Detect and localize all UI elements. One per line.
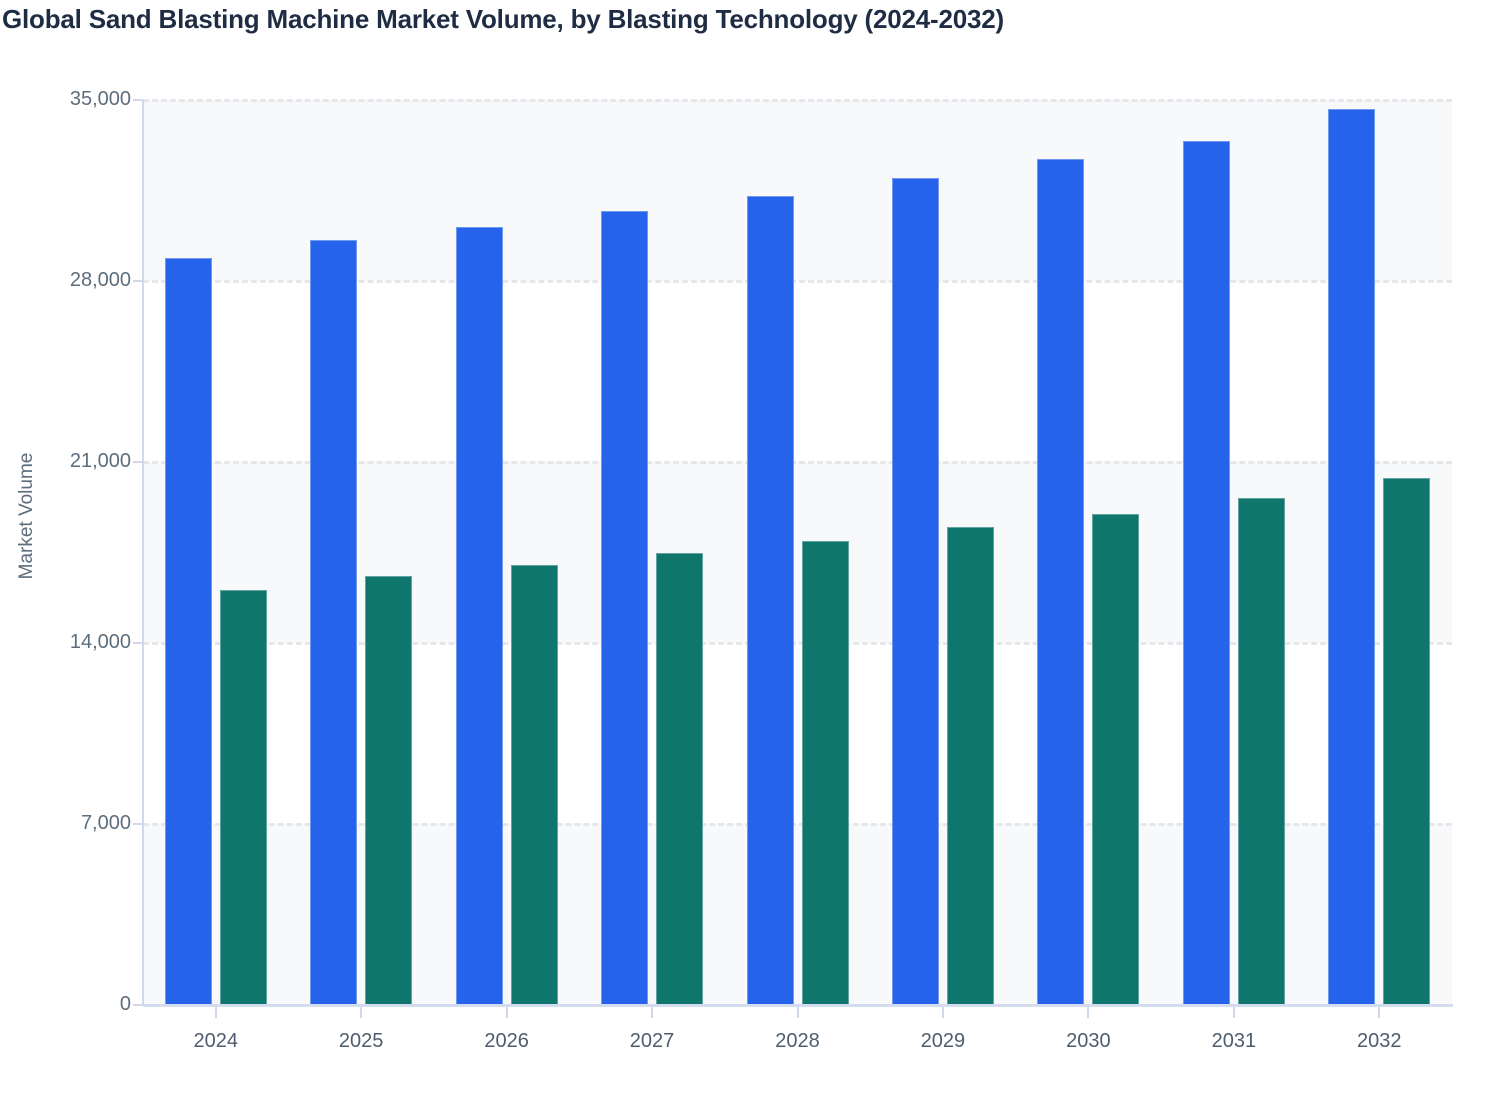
gridline-28000 [143, 280, 1452, 283]
y-axis-tick [133, 280, 143, 282]
x-axis-tick [1232, 1007, 1235, 1018]
x-axis-tick [214, 1007, 217, 1018]
x-axis-tick [796, 1007, 799, 1018]
y-axis-tick-label: 0 [119, 993, 131, 1015]
x-axis-tick [1378, 1007, 1381, 1018]
x-axis-tick [360, 1007, 363, 1018]
gridline-14000 [143, 642, 1452, 645]
y-axis-tick [133, 99, 143, 101]
plot-band [143, 643, 1452, 824]
x-axis-tick-label: 2031 [1211, 1030, 1257, 1052]
y-axis-tick [133, 642, 143, 644]
bar-blue-series-2024 [164, 257, 212, 1005]
x-axis-tick [941, 1007, 944, 1018]
x-axis-tick [651, 1007, 654, 1018]
y-axis-tick-label: 35,000 [69, 88, 131, 110]
bar-blue-series-2029 [891, 177, 939, 1005]
bar-blue-series-2026 [455, 226, 503, 1005]
bar-blue-series-2028 [746, 195, 794, 1005]
bar-blue-series-2027 [601, 211, 649, 1005]
plot-band [143, 281, 1452, 462]
x-axis-tick [1087, 1007, 1090, 1018]
x-axis-line [143, 1004, 1453, 1007]
x-axis-tick-label: 2028 [775, 1030, 820, 1052]
gridline-35000 [143, 99, 1452, 102]
y-axis-tick-label: 14,000 [69, 631, 131, 653]
chart-title: Global Sand Blasting Machine Market Volu… [2, 4, 1005, 34]
bar-blue-series-2030 [1037, 159, 1085, 1005]
gridline-7000 [143, 823, 1452, 826]
x-axis-tick-label: 2027 [629, 1030, 675, 1052]
x-axis-tick-label: 2024 [193, 1030, 238, 1052]
y-axis-tick [133, 461, 143, 463]
x-axis-tick-label: 2025 [338, 1030, 384, 1052]
y-axis-tick-label: 21,000 [69, 450, 131, 472]
y-axis-tick-label: 7,000 [80, 812, 131, 834]
bar-teal-series-2030 [1092, 513, 1140, 1005]
x-axis-tick-label: 2030 [1066, 1030, 1111, 1052]
bar-teal-series-2026 [510, 565, 558, 1005]
bar-teal-series-2027 [656, 552, 704, 1005]
bar-blue-series-2032 [1328, 109, 1376, 1005]
plot-area [143, 99, 1452, 1005]
gridline-21000 [143, 461, 1452, 464]
plot-band [143, 824, 1452, 1005]
bar-blue-series-2025 [310, 239, 358, 1005]
bar-teal-series-2031 [1237, 498, 1285, 1005]
y-axis-tick-label: 28,000 [69, 269, 131, 291]
bar-teal-series-2029 [946, 526, 994, 1005]
bar-teal-series-2032 [1383, 477, 1431, 1005]
bar-blue-series-2031 [1182, 141, 1230, 1005]
bar-teal-series-2024 [219, 589, 267, 1005]
x-axis-tick [505, 1007, 508, 1018]
x-axis-tick-label: 2026 [484, 1030, 529, 1052]
y-axis-line [142, 100, 144, 1005]
y-axis-tick [133, 1004, 143, 1006]
x-axis-tick-label: 2032 [1357, 1030, 1402, 1052]
bar-teal-series-2028 [801, 540, 849, 1005]
x-axis-tick-label: 2029 [920, 1030, 966, 1052]
plot-band [143, 462, 1452, 643]
plot-band [143, 100, 1452, 281]
y-axis-tick [133, 823, 143, 825]
bar-teal-series-2025 [365, 575, 413, 1005]
